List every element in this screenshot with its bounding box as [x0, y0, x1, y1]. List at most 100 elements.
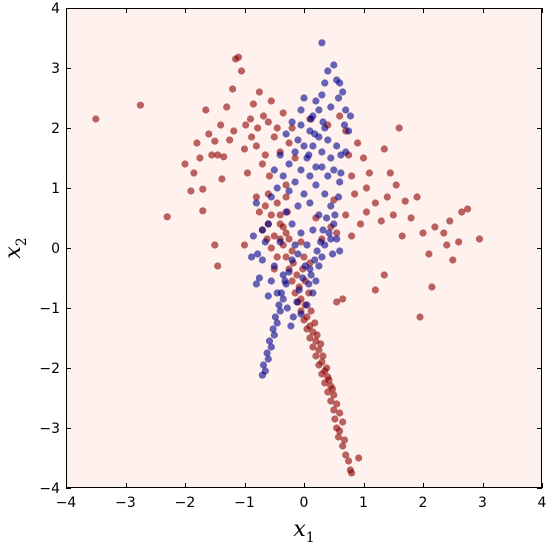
- data-point-series-1: [265, 172, 274, 180]
- data-point-series-2: [315, 211, 323, 219]
- data-point-series-2: [321, 79, 329, 87]
- data-point-series-1: [214, 151, 222, 159]
- data-point-series-1: [279, 223, 287, 231]
- data-point-series-1: [229, 85, 237, 93]
- x-tick-label: −2: [175, 495, 196, 511]
- data-point-series-1: [419, 229, 427, 237]
- data-point-series-2: [318, 91, 326, 99]
- data-point-series-2: [288, 118, 296, 126]
- data-point-series-1: [309, 343, 317, 351]
- data-point-series-2: [307, 271, 315, 279]
- data-point-series-2: [324, 136, 332, 144]
- data-point-series-1: [327, 397, 335, 405]
- data-point-series-1: [242, 121, 250, 129]
- x-tick-label: −4: [56, 495, 77, 511]
- data-point-series-2: [248, 253, 256, 261]
- x-tick-label: 0: [300, 495, 309, 511]
- data-point-series-1: [428, 283, 436, 291]
- data-point-series-1: [246, 115, 255, 123]
- data-point-series-1: [190, 169, 198, 177]
- data-point-series-1: [237, 67, 246, 75]
- data-point-series-2: [330, 61, 338, 69]
- data-point-series-2: [281, 277, 289, 285]
- data-point-series-2: [300, 142, 308, 150]
- data-point-series-1: [351, 190, 359, 198]
- data-point-series-1: [303, 313, 311, 321]
- data-point-series-2: [325, 229, 333, 237]
- data-point-series-2: [273, 319, 281, 327]
- data-point-series-1: [223, 103, 231, 111]
- data-point-series-1: [267, 211, 275, 219]
- data-point-series-2: [318, 148, 326, 156]
- data-point-series-2: [318, 253, 326, 261]
- data-point-series-2: [291, 178, 299, 186]
- data-point-series-1: [389, 211, 397, 219]
- data-point-series-1: [288, 247, 296, 255]
- data-point-series-1: [345, 457, 353, 465]
- data-point-series-1: [306, 322, 314, 330]
- data-point-series-1: [464, 205, 472, 213]
- data-point-series-2: [271, 313, 279, 321]
- data-point-series-2: [330, 220, 338, 228]
- data-point-series-2: [267, 343, 275, 351]
- data-point-series-1: [371, 199, 379, 207]
- data-point-series-2: [321, 190, 329, 198]
- data-point-series-2: [269, 325, 277, 333]
- y-tick-label: 2: [51, 121, 60, 137]
- data-point-series-1: [214, 262, 222, 270]
- data-point-series-1: [288, 277, 296, 285]
- data-point-series-1: [92, 115, 100, 123]
- data-point-series-1: [336, 427, 344, 435]
- data-point-series-2: [294, 136, 302, 144]
- data-point-series-2: [264, 355, 272, 363]
- data-point-series-2: [318, 163, 326, 171]
- data-point-series-1: [217, 121, 225, 129]
- data-point-series-2: [261, 238, 269, 246]
- data-point-series-2: [311, 130, 319, 138]
- data-point-series-2: [331, 211, 339, 219]
- data-point-series-1: [273, 253, 281, 261]
- data-point-series-2: [336, 79, 344, 87]
- data-point-series-2: [275, 301, 283, 309]
- data-point-series-1: [193, 139, 201, 147]
- data-point-series-2: [282, 208, 290, 216]
- data-point-series-1: [383, 193, 391, 201]
- data-point-series-2: [333, 142, 341, 150]
- data-point-series-1: [259, 112, 268, 120]
- data-point-series-2: [279, 271, 287, 279]
- data-point-series-2: [312, 97, 320, 105]
- data-point-series-1: [348, 172, 356, 180]
- y-tick-label: −1: [39, 301, 60, 317]
- plot-area: [66, 8, 542, 488]
- data-point-series-1: [336, 409, 344, 417]
- plot-frame: [66, 8, 542, 488]
- data-point-series-2: [277, 289, 285, 297]
- data-point-series-1: [342, 211, 350, 219]
- data-point-series-2: [259, 361, 268, 369]
- data-point-series-1: [407, 214, 415, 222]
- y-tick-label: 1: [51, 181, 60, 197]
- data-point-series-2: [263, 349, 271, 357]
- data-point-series-1: [331, 415, 339, 423]
- data-point-series-2: [336, 247, 344, 255]
- data-point-series-2: [270, 331, 278, 339]
- data-point-series-2: [313, 247, 321, 255]
- data-point-series-1: [440, 229, 448, 237]
- data-point-series-2: [270, 262, 278, 270]
- data-point-series-1: [196, 154, 204, 162]
- data-point-series-2: [342, 106, 350, 114]
- data-point-series-2: [291, 148, 299, 156]
- data-point-series-1: [220, 153, 228, 161]
- data-point-series-2: [315, 262, 323, 270]
- data-point-series-1: [334, 433, 343, 441]
- data-point-series-1: [401, 197, 409, 205]
- data-point-series-2: [345, 127, 353, 135]
- data-point-series-2: [258, 226, 266, 234]
- data-point-series-2: [321, 124, 329, 132]
- data-point-series-2: [285, 187, 293, 195]
- data-point-series-1: [205, 130, 213, 138]
- data-point-series-2: [346, 112, 354, 120]
- data-point-series-2: [285, 160, 293, 168]
- data-point-series-2: [334, 94, 343, 102]
